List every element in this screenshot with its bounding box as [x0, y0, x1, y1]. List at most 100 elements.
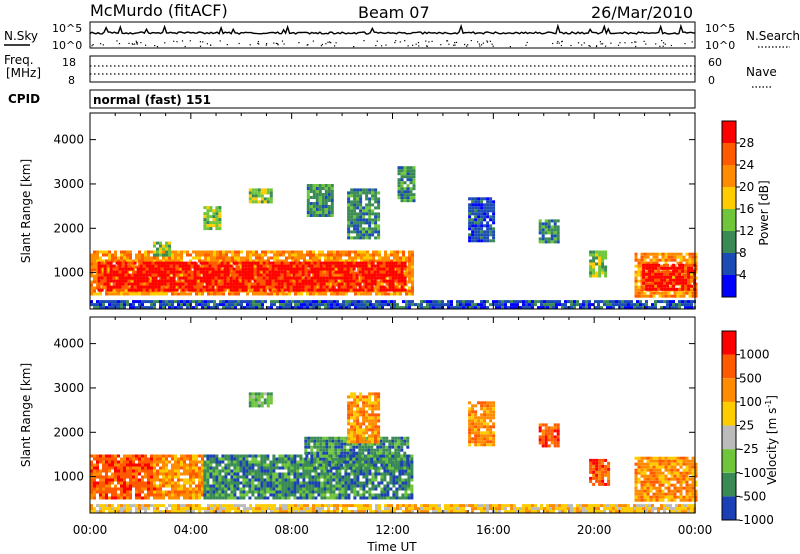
data-cell: [223, 288, 227, 292]
data-cell: [165, 457, 168, 461]
data-cell: [655, 270, 659, 274]
data-cell: [106, 285, 110, 289]
data-cell: [247, 270, 251, 274]
data-cell: [159, 460, 162, 464]
data-cell: [222, 303, 225, 307]
data-cell: [667, 294, 671, 298]
data-cell: [369, 300, 372, 304]
data-cell: [432, 303, 435, 307]
nave-tick-bottom: 0: [708, 74, 715, 87]
data-cell: [157, 264, 161, 268]
data-cell: [239, 496, 243, 500]
data-cell: [111, 292, 114, 296]
data-cell: [111, 460, 114, 464]
data-cell: [114, 303, 117, 307]
data-cell: [480, 236, 484, 240]
data-cell: [126, 466, 129, 470]
data-cell: [144, 256, 147, 260]
data-cell: [350, 230, 354, 234]
data-cell: [180, 250, 183, 254]
data-cell: [397, 181, 401, 185]
data-cell: [108, 475, 111, 479]
data-cell: [224, 481, 228, 485]
data-cell: [595, 262, 599, 266]
data-cell: [223, 282, 227, 286]
data-cell: [412, 187, 416, 191]
data-cell: [174, 300, 177, 304]
data-cell: [249, 256, 252, 260]
data-cell: [685, 261, 689, 265]
data-cell: [355, 276, 359, 280]
data-cell: [646, 270, 650, 274]
data-cell: [129, 466, 132, 470]
data-cell: [226, 285, 230, 289]
data-cell: [412, 199, 416, 203]
data-cell: [378, 306, 381, 310]
data-cell: [615, 303, 618, 307]
data-cell: [489, 215, 493, 219]
data-cell: [132, 457, 135, 461]
data-cell: [359, 203, 363, 207]
data-cell: [292, 285, 296, 289]
data-cell: [183, 303, 186, 307]
data-cell: [277, 273, 281, 277]
data-cell: [362, 191, 366, 195]
data-cell: [189, 475, 192, 479]
data-cell: [377, 224, 381, 228]
data-cell: [156, 250, 159, 254]
data-cell: [652, 294, 656, 298]
data-cell: [367, 279, 371, 283]
data-cell: [195, 300, 198, 304]
data-cell: [231, 256, 234, 260]
data-cell: [285, 259, 288, 263]
data-cell: [228, 303, 231, 307]
data-cell: [642, 278, 646, 282]
data-cell: [142, 267, 146, 271]
data-cell: [634, 258, 638, 262]
data-cell: [225, 256, 228, 260]
data-cell: [165, 460, 168, 464]
data-cell: [303, 277, 306, 281]
data-cell: [312, 256, 315, 260]
data-cell: [205, 270, 209, 274]
data-cell: [120, 300, 123, 304]
data-cell: [233, 457, 237, 461]
data-cell: [138, 306, 141, 310]
data-cell: [273, 300, 276, 304]
data-cell: [321, 208, 325, 211]
data-cell: [330, 292, 333, 296]
data-cell: [375, 253, 378, 257]
data-cell: [171, 493, 174, 497]
data-cell: [301, 285, 305, 289]
data-cell: [201, 292, 204, 296]
data-cell: [249, 283, 252, 287]
data-cell: [277, 261, 281, 265]
data-cell: [384, 259, 387, 263]
data-cell: [378, 250, 381, 254]
data-cell: [306, 259, 309, 263]
data-cell: [93, 472, 96, 476]
data-cell: [219, 303, 222, 307]
data-cell: [99, 493, 102, 497]
data-cell: [294, 280, 297, 284]
data-cell: [286, 288, 290, 292]
data-cell: [180, 478, 183, 482]
data-cell: [257, 478, 261, 482]
data-cell: [352, 279, 356, 283]
data-cell: [157, 279, 161, 283]
data-cell: [205, 273, 209, 277]
data-cell: [356, 188, 360, 192]
data-cell: [510, 300, 513, 304]
data-cell: [328, 273, 332, 277]
data-cell: [212, 460, 216, 464]
nsearch-point: [557, 40, 559, 43]
data-cell: [276, 292, 279, 296]
data-cell: [675, 287, 679, 291]
data-cell: [274, 267, 278, 271]
data-cell: [93, 256, 96, 260]
data-cell: [195, 303, 198, 307]
data-cell: [687, 278, 691, 282]
data-cell: [221, 466, 225, 470]
data-cell: [254, 463, 258, 467]
data-cell: [209, 209, 213, 213]
